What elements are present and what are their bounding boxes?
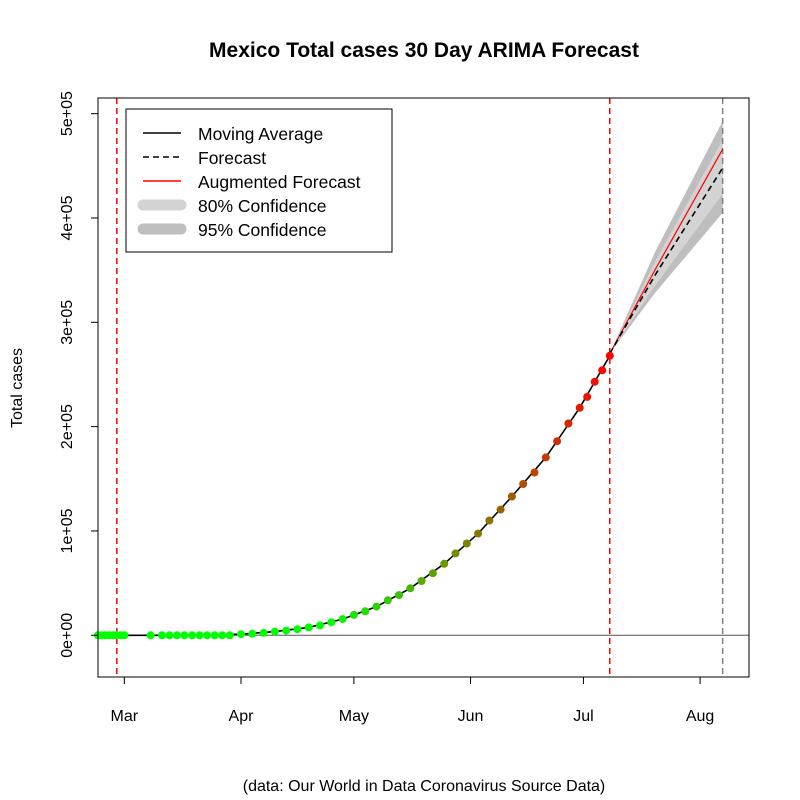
data-point bbox=[338, 615, 347, 624]
data-point bbox=[372, 602, 381, 611]
data-point bbox=[210, 631, 219, 640]
reference-lines bbox=[116, 98, 724, 677]
data-point bbox=[383, 596, 392, 605]
data-point bbox=[158, 631, 166, 640]
x-axis: Mar Apr May Jun Jul Aug bbox=[111, 676, 714, 725]
data-point bbox=[218, 631, 227, 640]
x-tick-label: Aug bbox=[686, 708, 714, 725]
data-point bbox=[248, 629, 257, 638]
data-point bbox=[485, 516, 494, 525]
y-axis-label: Total cases bbox=[9, 348, 26, 428]
data-point bbox=[564, 419, 573, 428]
x-tick-label: Jul bbox=[573, 708, 593, 725]
data-point bbox=[496, 505, 505, 514]
data-point bbox=[519, 480, 528, 488]
y-tick-label: 3e+05 bbox=[59, 300, 76, 345]
data-point bbox=[507, 492, 516, 501]
data-point bbox=[428, 569, 437, 578]
data-point bbox=[590, 377, 599, 386]
legend-label: 95% Confidence bbox=[198, 220, 326, 240]
forecast-line bbox=[609, 167, 724, 354]
y-tick-label: 0e+00 bbox=[59, 613, 76, 658]
augmented-forecast-line bbox=[609, 148, 724, 354]
data-point bbox=[270, 627, 279, 636]
y-tick-label: 4e+05 bbox=[59, 195, 76, 240]
data-point bbox=[188, 631, 197, 640]
y-tick-label: 1e+05 bbox=[59, 508, 76, 553]
x-tick-label: Mar bbox=[111, 708, 139, 725]
data-point bbox=[225, 631, 234, 640]
data-point bbox=[553, 437, 562, 446]
legend-label: Augmented Forecast bbox=[198, 172, 361, 192]
data-point bbox=[304, 623, 313, 632]
observed-points bbox=[94, 351, 614, 640]
data-point bbox=[293, 625, 302, 634]
data-point bbox=[259, 628, 268, 637]
data-point bbox=[282, 626, 291, 635]
y-tick-label: 5e+05 bbox=[59, 91, 76, 136]
confidence-95-band bbox=[609, 121, 723, 354]
data-point bbox=[180, 631, 189, 640]
data-point bbox=[451, 549, 460, 558]
legend-label: 80% Confidence bbox=[198, 196, 326, 216]
data-point bbox=[165, 631, 174, 640]
data-point bbox=[575, 403, 584, 412]
data-point bbox=[440, 559, 449, 568]
data-point bbox=[406, 584, 415, 593]
x-tick-label: Jun bbox=[458, 708, 484, 725]
y-axis: 0e+00 1e+05 2e+05 3e+05 4e+05 5e+05 bbox=[59, 91, 99, 658]
confidence-bands bbox=[609, 121, 723, 354]
legend: Moving Average Forecast Augmented Forecast… bbox=[125, 108, 393, 253]
data-point bbox=[120, 631, 129, 640]
legend-label: Moving Average bbox=[198, 124, 323, 144]
x-tick-label: May bbox=[339, 708, 369, 725]
data-point bbox=[417, 577, 426, 585]
data-point bbox=[462, 539, 471, 548]
moving-average-line bbox=[98, 355, 611, 637]
data-point bbox=[173, 631, 181, 640]
data-point bbox=[583, 392, 592, 401]
data-point bbox=[146, 631, 155, 640]
data-point bbox=[349, 610, 358, 619]
data-point bbox=[474, 529, 483, 538]
x-tick-label: Apr bbox=[229, 708, 255, 725]
data-point bbox=[237, 630, 245, 639]
data-point bbox=[605, 351, 614, 360]
chart-title: Mexico Total cases 30 Day ARIMA Forecast bbox=[209, 39, 639, 62]
y-tick-label: 2e+05 bbox=[59, 404, 76, 449]
data-point bbox=[327, 618, 336, 627]
data-point bbox=[598, 366, 607, 375]
data-point bbox=[395, 591, 403, 600]
data-point bbox=[316, 621, 324, 630]
data-point bbox=[203, 631, 212, 640]
data-point bbox=[541, 453, 550, 462]
legend-label: Forecast bbox=[198, 148, 266, 168]
chart-caption: (data: Our World in Data Coronavirus Sou… bbox=[243, 778, 606, 795]
data-point bbox=[195, 631, 204, 640]
data-point bbox=[361, 607, 370, 616]
data-point bbox=[530, 468, 539, 477]
